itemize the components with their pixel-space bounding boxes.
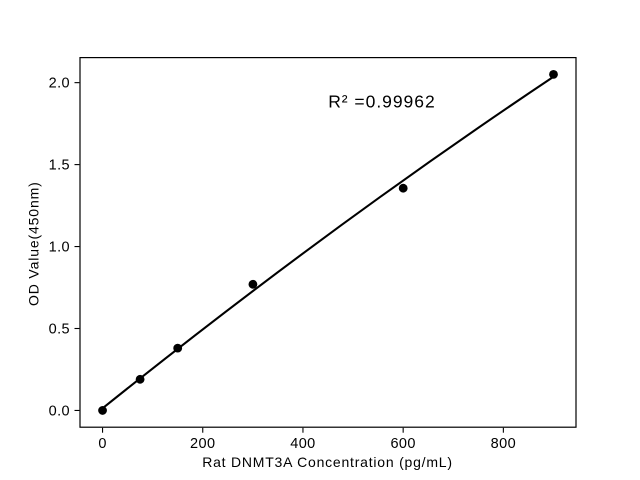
svg-text:0.5: 0.5 — [49, 321, 70, 337]
svg-text:0: 0 — [98, 436, 106, 452]
svg-text:600: 600 — [390, 436, 415, 452]
svg-text:800: 800 — [491, 436, 516, 452]
svg-text:R² =0.99962: R² =0.99962 — [328, 91, 435, 111]
svg-text:1.0: 1.0 — [49, 239, 70, 255]
svg-text:2.0: 2.0 — [49, 76, 70, 92]
svg-text:1.5: 1.5 — [49, 158, 70, 174]
svg-text:400: 400 — [290, 436, 315, 452]
svg-text:OD Value(450nm): OD Value(450nm) — [26, 181, 42, 306]
svg-text:Rat DNMT3A Concentration (pg/m: Rat DNMT3A Concentration (pg/mL) — [202, 454, 453, 470]
svg-text:200: 200 — [190, 436, 215, 452]
svg-text:0.0: 0.0 — [49, 403, 70, 419]
